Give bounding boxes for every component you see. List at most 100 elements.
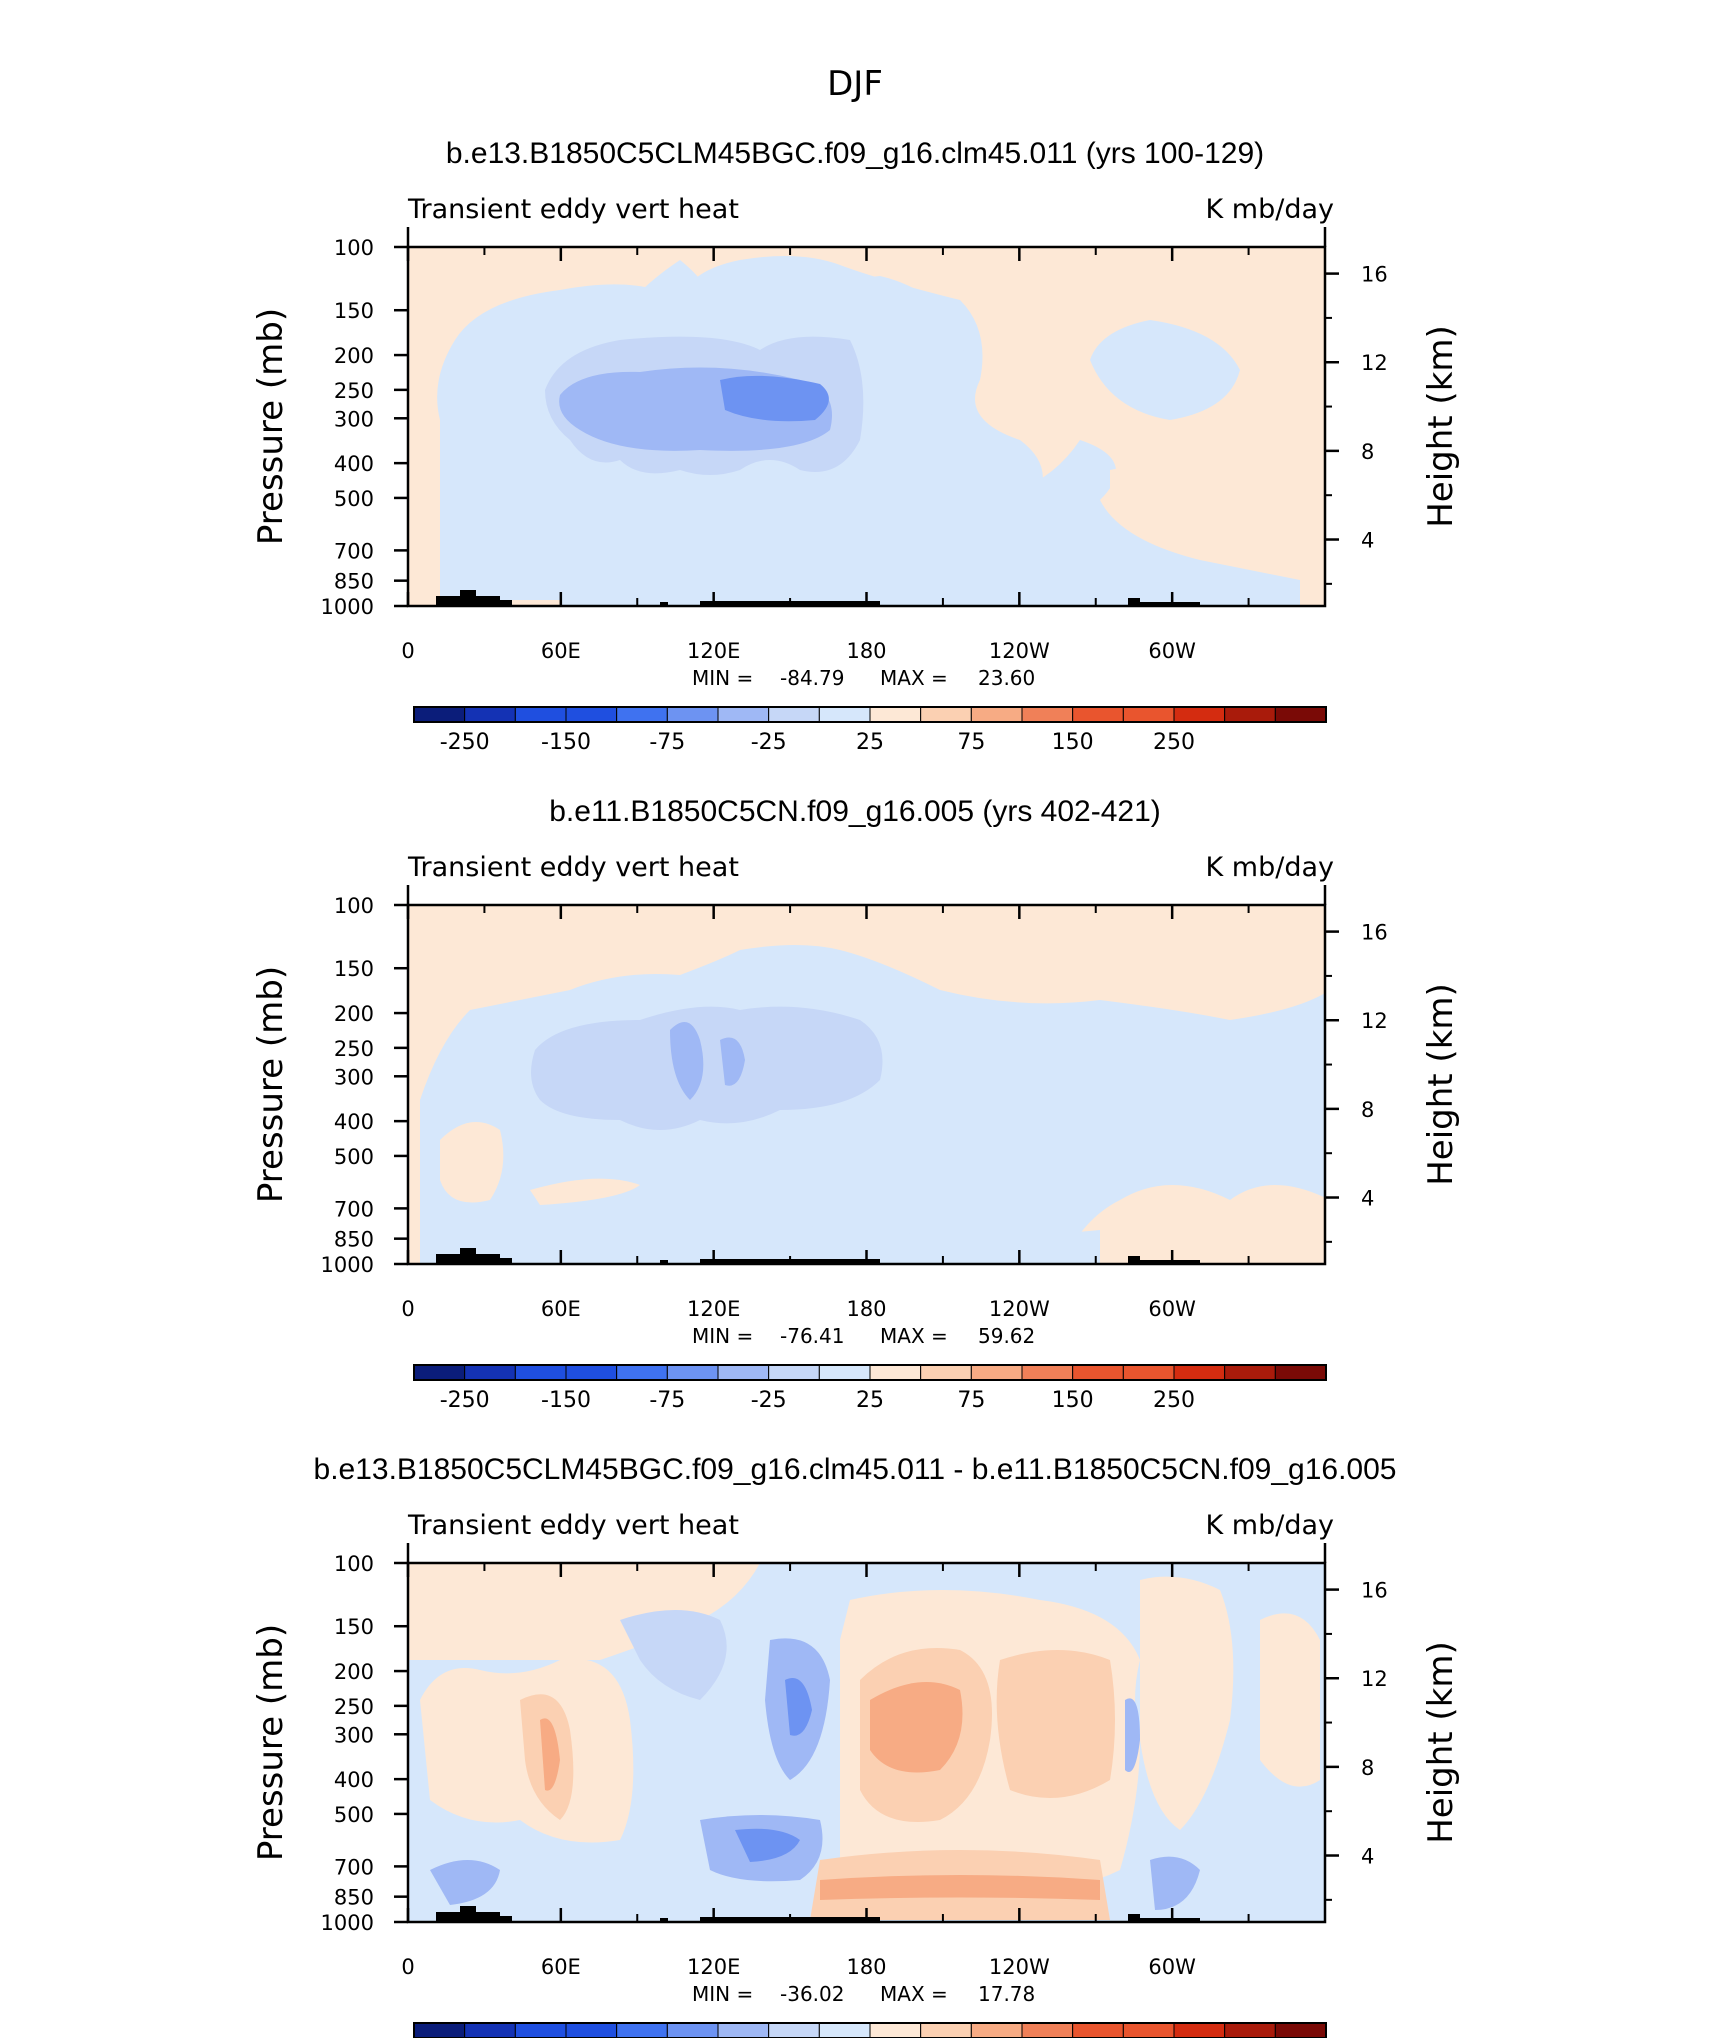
panel-1-colorbar-swatch [1021, 706, 1074, 723]
panel-2-blue-deep [670, 1022, 704, 1100]
panel-3-min-label: MIN = [692, 1982, 753, 2006]
panel-2-lon-tick-label: 0 [401, 1297, 414, 1321]
panel-3-lon-tick-label: 120W [989, 1955, 1050, 1979]
panel-1-colorbar: -250 -150 -75 -25 25 75 150 250 [413, 706, 1327, 755]
panel-2-pressure-tick-label: 200 [334, 1002, 374, 1026]
panel-3-colorbar-swatch [1224, 2022, 1276, 2038]
panel-2-colorbar-swatch [565, 1364, 618, 1381]
panel-1-pos-west [1110, 465, 1202, 520]
panel-2-max-label: MAX = [880, 1324, 948, 1348]
panel-1-colorbar-swatch [768, 706, 820, 723]
panel-3-neg-2-core [785, 1678, 812, 1736]
panel-2-pressure-tick-label: 150 [334, 957, 374, 981]
panel-1-colorbar-label: -150 [541, 730, 591, 755]
panel-1-light-blue-west [1090, 320, 1240, 420]
panel-3-min-value: -36.02 [780, 1982, 844, 2006]
panel-2-colorbar-swatch [717, 1364, 770, 1381]
panel-1-light-blue-lower [560, 440, 1300, 606]
panel-2-colorbar-swatch [1021, 1364, 1074, 1381]
panel-3-colorbar: -80-40-100104080 [413, 2022, 1327, 2038]
panel-3-pressure-tick-label: 300 [334, 1723, 374, 1747]
panel-1-pressure-tick-label: 850 [334, 570, 374, 594]
panel-1-colorbar-swatch [1274, 706, 1327, 723]
panel-3-pos-pacific-core [870, 1682, 963, 1773]
panel-3-lon-tick-label: 0 [401, 1955, 414, 1979]
panel-3-pressure-tick-label: 500 [334, 1803, 374, 1827]
panel-1-pressure-tick-label: 150 [334, 299, 374, 323]
panel-3-pos-edge [1260, 1613, 1320, 1787]
panel-1-min-value: -84.79 [780, 666, 844, 690]
panel-3-lon-tick-label: 180 [846, 1955, 886, 1979]
panel-2-light-blue-lower [420, 1212, 1100, 1264]
panel-3-pressure-tick-label: 100 [334, 1552, 374, 1576]
panel-2-height-tick-label: 16 [1361, 921, 1388, 945]
panel-1-colorbar-label: 150 [1052, 730, 1094, 755]
panel-2-topography [700, 1259, 880, 1264]
panel-2-lon-tick-label: 180 [846, 1297, 886, 1321]
panel-1-colorbar-swatch [413, 706, 466, 723]
figure-title: DJF [827, 64, 883, 104]
panel-1-height-tick-label: 8 [1361, 440, 1374, 464]
panel-2-colorbar-label: 250 [1153, 1388, 1195, 1413]
panel-1-lon-tick-label: 0 [401, 639, 414, 663]
panel-1-right-subtitle: K mb/day [1206, 194, 1335, 225]
panel-2-topography [476, 1254, 500, 1264]
panel-1-pressure-tick-label: 700 [334, 539, 374, 563]
panel-1-colorbar-label: -25 [751, 730, 787, 755]
panel-2-title: b.e11.B1850C5CN.f09_g16.005 (yrs 402-421… [549, 795, 1161, 828]
panel-3-pos-pacific-east [996, 1650, 1115, 1798]
panel-3-max-value: 17.78 [978, 1982, 1035, 2006]
panel-1-height-tick-label: 12 [1361, 351, 1388, 375]
panel-2-blue-core [531, 1006, 883, 1130]
panel-1-field [408, 247, 1325, 606]
panel-2-pressure-tick-label: 700 [334, 1197, 374, 1221]
panel-3-topography [700, 1917, 880, 1922]
panel-3-colorbar-swatch [666, 2022, 719, 2038]
panel-2-colorbar-label: -75 [649, 1388, 685, 1413]
panel-2-lon-tick-label: 60E [541, 1297, 581, 1321]
panel-3-y2-axis-label: Height (km) [1421, 1641, 1461, 1844]
panel-2-colorbar-label: 25 [856, 1388, 884, 1413]
panel-1-pressure-tick-label: 500 [334, 487, 374, 511]
panel-1-colorbar-swatch [818, 706, 871, 723]
panel-1-colorbar-label: -250 [440, 730, 490, 755]
panel-3-neg-1 [620, 1610, 727, 1700]
panel-2-colorbar-swatch [413, 1364, 466, 1381]
panel-1-topography [436, 596, 460, 606]
panel-3-colorbar-frame [413, 2022, 1327, 2038]
panel-2-colorbar-swatch [666, 1364, 719, 1381]
panel-2-height-tick-label: 12 [1361, 1009, 1388, 1033]
panel-2-pos-strip [530, 1178, 640, 1205]
panel-3-pressure-tick-label: 150 [334, 1615, 374, 1639]
panel-3-pos-left-core [540, 1718, 560, 1791]
panel-3-colorbar-swatch [920, 2022, 972, 2038]
panel-1-pressure-tick-label: 1000 [321, 595, 374, 619]
panel-2-colorbar-swatch [920, 1364, 972, 1381]
panel-1-colorbar-swatch [464, 706, 516, 723]
panel-3-pressure-tick-label: 250 [334, 1695, 374, 1719]
panel-1-colorbar-swatch [616, 706, 668, 723]
panel-1-lon-tick-label: 60W [1148, 639, 1196, 663]
panel-1-min-label: MIN = [692, 666, 753, 690]
panel-2-colorbar-frame [413, 1364, 1327, 1381]
panel-3-topography [500, 1916, 512, 1922]
panel-2-lon-tick-label: 60W [1148, 1297, 1196, 1321]
panel-2-colorbar: -250 -150 -75 -25 25 75 150 250 [413, 1364, 1327, 1413]
panel-3-colorbar-swatch [1122, 2022, 1175, 2038]
panel-2-colorbar-swatch [818, 1364, 871, 1381]
panel-1-lon-tick-label: 120W [989, 639, 1050, 663]
panel-1-y2-axis-label: Height (km) [1421, 325, 1461, 528]
panel-1-lon-tick-label: 120E [687, 639, 740, 663]
panel-2-blue-deep-b [720, 1037, 745, 1086]
panel-1-colorbar-label: 75 [957, 730, 985, 755]
panel-3-right-subtitle: K mb/day [1206, 1510, 1335, 1541]
panel-2-colorbar-swatch [616, 1364, 668, 1381]
panel-3-pos-surface-core [820, 1875, 1100, 1900]
panel-1-left-subtitle: Transient eddy vert heat [407, 194, 739, 225]
panel-3-colorbar-swatch [768, 2022, 820, 2038]
panel-1-height-tick-label: 4 [1361, 529, 1374, 553]
panel-1-colorbar-label: 250 [1153, 730, 1195, 755]
